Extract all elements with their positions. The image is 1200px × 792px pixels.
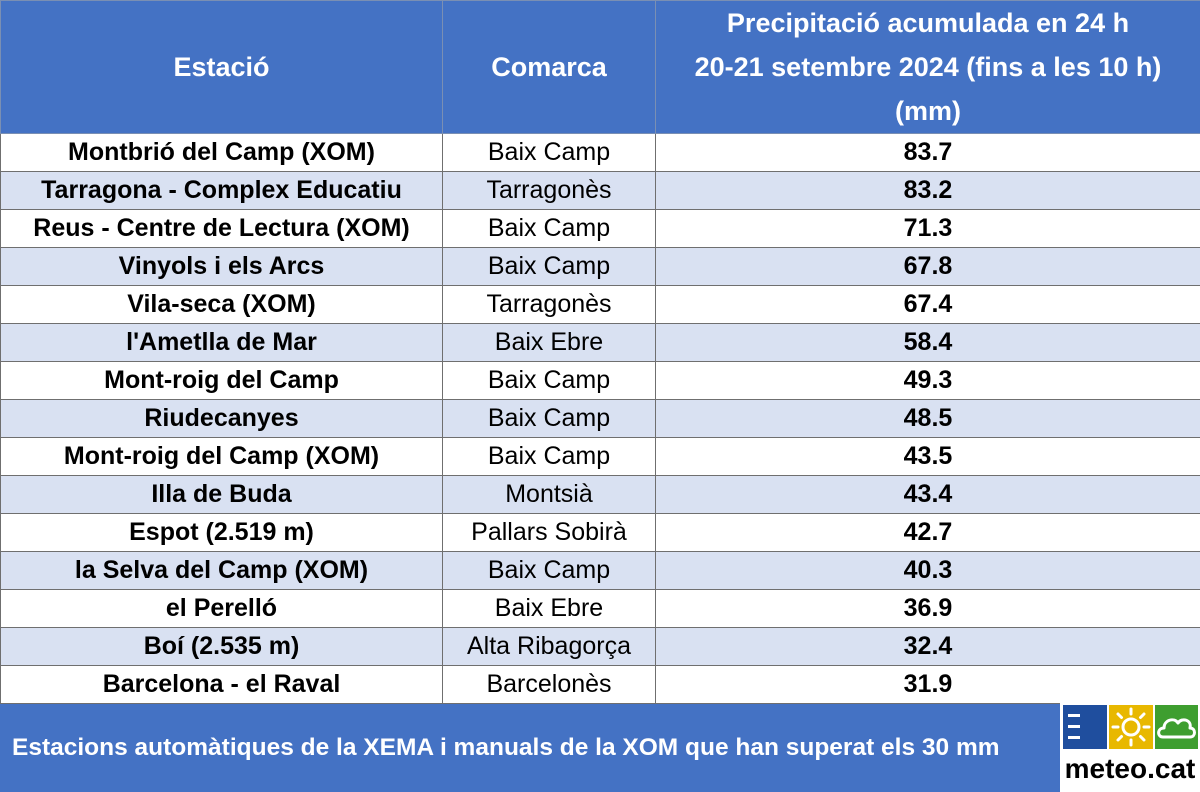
county-cell: Pallars Sobirà xyxy=(442,513,656,552)
value-cell: 43.5 xyxy=(655,437,1200,476)
station-cell: Tarragona - Complex Educatiu xyxy=(0,171,443,210)
value-cell: 48.5 xyxy=(655,399,1200,438)
county-cell: Tarragonès xyxy=(442,285,656,324)
station-cell: el Perelló xyxy=(0,589,443,628)
county-cell: Tarragonès xyxy=(442,171,656,210)
table-row: Reus - Centre de Lectura (XOM) Baix Camp 7… xyxy=(0,209,1200,248)
county-cell: Baix Camp xyxy=(442,399,656,438)
county-cell: Alta Ribagorça xyxy=(442,627,656,666)
station-cell: Vila-seca (XOM) xyxy=(0,285,443,324)
county-cell: Baix Camp xyxy=(442,133,656,172)
table-row: Vinyols i els Arcs Baix Camp 67.8 xyxy=(0,247,1200,286)
value-cell: 40.3 xyxy=(655,551,1200,590)
sun-icon xyxy=(1109,705,1153,749)
value-cell: 83.2 xyxy=(655,171,1200,210)
station-cell: la Selva del Camp (XOM) xyxy=(0,551,443,590)
table-row: Boí (2.535 m) Alta Ribagorça 32.4 xyxy=(0,627,1200,666)
value-cell: 36.9 xyxy=(655,589,1200,628)
value-cell: 49.3 xyxy=(655,361,1200,400)
table-body: Montbrió del Camp (XOM) Baix Camp 83.7 Tarr… xyxy=(0,133,1200,704)
precipitation-table: Estació Comarca Precipitació acumulada e… xyxy=(0,0,1200,704)
table-row: Vila-seca (XOM) Tarragonès 67.4 xyxy=(0,285,1200,324)
station-cell: l'Ametlla de Mar xyxy=(0,323,443,362)
station-cell: Illa de Buda xyxy=(0,475,443,514)
table-row: Riudecanyes Baix Camp 48.5 xyxy=(0,399,1200,438)
value-cell: 31.9 xyxy=(655,665,1200,704)
header-precipitation-line-1: Precipitació acumulada en 24 h xyxy=(726,8,1130,38)
station-cell: Vinyols i els Arcs xyxy=(0,247,443,286)
header-precipitation: Precipitació acumulada en 24 h 20-21 set… xyxy=(655,0,1200,134)
table-row: Illa de Buda Montsià 43.4 xyxy=(0,475,1200,514)
station-cell: Reus - Centre de Lectura (XOM) xyxy=(0,209,443,248)
table-row: Mont-roig del Camp Baix Camp 49.3 xyxy=(0,361,1200,400)
value-cell: 32.4 xyxy=(655,627,1200,666)
value-cell: 67.4 xyxy=(655,285,1200,324)
header-row: Estació Comarca Precipitació acumulada e… xyxy=(0,0,1200,134)
value-cell: 58.4 xyxy=(655,323,1200,362)
station-cell: Riudecanyes xyxy=(0,399,443,438)
station-cell: Mont-roig del Camp xyxy=(0,361,443,400)
station-cell: Mont-roig del Camp (XOM) xyxy=(0,437,443,476)
county-cell: Baix Ebre xyxy=(442,589,656,628)
value-cell: 43.4 xyxy=(655,475,1200,514)
station-cell: Espot (2.519 m) xyxy=(0,513,443,552)
header-county: Comarca xyxy=(442,0,656,134)
table-row: Tarragona - Complex Educatiu Tarragonès 83… xyxy=(0,171,1200,210)
value-cell: 42.7 xyxy=(655,513,1200,552)
county-cell: Baix Ebre xyxy=(442,323,656,362)
cloud-icon xyxy=(1155,705,1198,749)
logo-wordmark: meteo.cat xyxy=(1064,753,1196,784)
table-row: Espot (2.519 m) Pallars Sobirà 42.7 xyxy=(0,513,1200,552)
table-row: l'Ametlla de Mar Baix Ebre 58.4 xyxy=(0,323,1200,362)
county-cell: Baix Camp xyxy=(442,437,656,476)
county-cell: Baix Camp xyxy=(442,247,656,286)
table-row: Barcelona - el Raval Barcelonès 31.9 xyxy=(0,665,1200,704)
county-cell: Baix Camp xyxy=(442,361,656,400)
menu-lines-icon xyxy=(1063,705,1107,749)
value-cell: 83.7 xyxy=(655,133,1200,172)
table-row: Montbrió del Camp (XOM) Baix Camp 83.7 xyxy=(0,133,1200,172)
table-row: el Perelló Baix Ebre 36.9 xyxy=(0,589,1200,628)
header-station: Estació xyxy=(0,0,443,134)
meteocat-logo: meteo.cat xyxy=(1060,703,1200,792)
county-cell: Montsià xyxy=(442,475,656,514)
header-precipitation-line-2: 20-21 setembre 2024 (fins a les 10 h) xyxy=(694,52,1162,82)
value-cell: 71.3 xyxy=(655,209,1200,248)
header-precipitation-line-3: (mm) xyxy=(895,96,961,126)
station-cell: Boí (2.535 m) xyxy=(0,627,443,666)
table-row: Mont-roig del Camp (XOM) Baix Camp 43.5 xyxy=(0,437,1200,476)
station-cell: Montbrió del Camp (XOM) xyxy=(0,133,443,172)
footer-banner: Estacions automàtiques de la XEMA i manu… xyxy=(0,703,1200,792)
value-cell: 67.8 xyxy=(655,247,1200,286)
county-cell: Baix Camp xyxy=(442,551,656,590)
footer-note: Estacions automàtiques de la XEMA i manu… xyxy=(12,734,1000,761)
county-cell: Baix Camp xyxy=(442,209,656,248)
table-row: la Selva del Camp (XOM) Baix Camp 40.3 xyxy=(0,551,1200,590)
station-cell: Barcelona - el Raval xyxy=(0,665,443,704)
county-cell: Barcelonès xyxy=(442,665,656,704)
